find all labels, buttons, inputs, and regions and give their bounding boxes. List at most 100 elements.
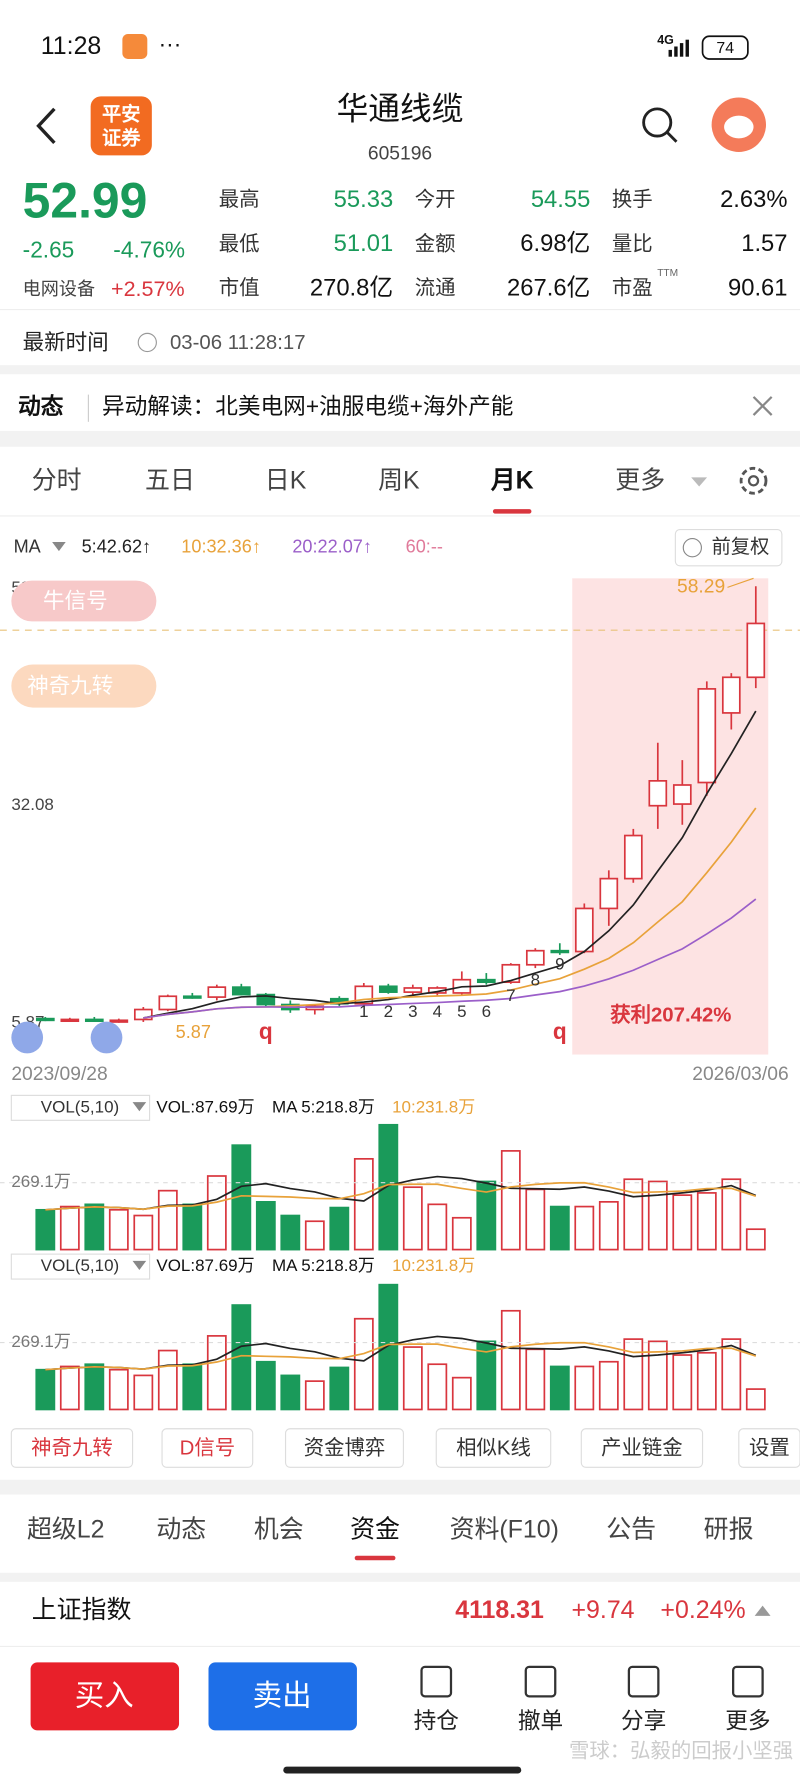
vol-ma5: MA 5:218.8万 [272,1256,375,1275]
volume-bar [623,1338,644,1411]
volume-bar [182,1203,203,1251]
candle-body [109,1019,129,1023]
action-label[interactable]: 撤单 [518,1707,563,1733]
update-time: 03-06 11:28:17 [170,332,306,354]
dropdown [132,1102,147,1112]
candle-body [746,622,766,679]
profit-zone [572,578,769,1055]
volume-bar [647,1340,668,1411]
volume-bar [59,1205,80,1251]
nav-button[interactable] [90,1021,123,1054]
section-tab[interactable]: 超级L2 [27,1515,105,1543]
ma-name: MA [14,536,42,556]
logo-text: 平安 [102,103,141,126]
tool-button[interactable] [738,1428,800,1468]
candle-body [672,784,692,805]
tool-button[interactable] [161,1428,254,1468]
stat-label: 最高 [219,188,260,211]
app-icon [122,34,148,59]
nav-button[interactable] [11,1021,44,1054]
candle-body [84,1018,104,1023]
stat-value: 54.55 [531,186,591,213]
network: 4G [657,33,674,47]
stat-value: 51.01 [334,230,394,257]
section-tab[interactable]: 公告 [606,1515,656,1543]
ma-line [143,898,757,1019]
tab[interactable]: 更多 [615,466,665,494]
tool-button[interactable] [284,1428,404,1468]
tool-label: 神奇九转 [31,1437,113,1460]
tool-button[interactable] [580,1428,704,1468]
vol-value: VOL:87.69万 [156,1256,254,1275]
action-icon [732,1665,764,1698]
volume-bar [451,1216,472,1251]
candle-body [648,780,668,807]
action-label[interactable]: 持仓 [414,1707,459,1733]
volume-bar [35,1368,56,1411]
volume-bar [647,1180,668,1251]
tab[interactable]: 周K [378,466,420,494]
sell-label: 卖出 [253,1679,312,1712]
volume-bar [304,1220,325,1251]
settings-icon[interactable] [739,466,768,495]
tool-button[interactable] [10,1428,134,1468]
tab[interactable]: 分时 [32,466,82,494]
expand[interactable] [754,1605,771,1616]
vol-selector[interactable] [10,1253,151,1280]
signal-button[interactable] [11,664,157,708]
volume-bar [255,1201,276,1251]
stat-label: 换手 [612,188,653,211]
search-button[interactable] [642,107,678,143]
count-label: 3 [408,1002,417,1021]
volume-bar [329,1206,350,1251]
section-tab[interactable]: 研报 [704,1515,754,1543]
section-tab[interactable]: 资料(F10) [450,1515,559,1543]
dropdown [52,542,66,552]
adjust-button[interactable] [674,528,783,567]
buy-button[interactable] [30,1662,180,1731]
back-button[interactable] [36,107,56,145]
news-text[interactable]: 异动解读：北美电网+油服电缆+海外产能 [102,393,513,419]
sector-pct: +2.57% [111,277,185,301]
tab[interactable]: 日K [265,466,307,494]
action-label[interactable]: 更多 [725,1707,770,1733]
volume-bar [574,1205,595,1251]
signal-button[interactable] [11,580,157,622]
volume-bar [696,1192,717,1251]
sell-button[interactable] [208,1662,357,1731]
stat-label: 今开 [415,188,456,211]
vol-ma5: MA 5:218.8万 [272,1097,375,1116]
tab[interactable]: 五日 [145,466,195,494]
close-news[interactable] [752,396,773,416]
action-label[interactable]: 分享 [621,1707,666,1733]
low-label: 5.87 [176,1022,211,1042]
stock-code: 605196 [368,143,432,164]
volume-bar [84,1203,105,1251]
candle-body [133,1008,153,1021]
index-value: 4118.31 [455,1596,544,1624]
count-label: 2 [384,1002,393,1021]
info-icon[interactable] [137,332,157,353]
start-date: 2023/09/28 [11,1064,107,1085]
info-icon [682,538,702,558]
y-tick-label: 32.08 [11,795,54,814]
ma-label: 60:-- [406,536,443,556]
count-label: 4 [433,1002,442,1021]
section-tab[interactable]: 动态 [156,1515,206,1543]
vol-ma-line [45,1181,757,1211]
volume-bar [133,1214,154,1251]
candle-body [158,995,178,1011]
section-tab[interactable]: 资金 [350,1515,400,1543]
signal-label: 神奇九转 [27,674,113,698]
candle-body [697,688,717,784]
tool-button[interactable] [435,1428,552,1468]
volume-bar [133,1374,154,1411]
vol-selector[interactable] [10,1094,151,1121]
volume-bar [84,1363,105,1411]
volume-bar [549,1365,570,1411]
volume-bar [280,1374,301,1411]
volume-bar [598,1360,619,1411]
section-tab[interactable]: 机会 [254,1515,304,1543]
vol-tick-label: 269.1万 [11,1332,71,1351]
tab[interactable]: 月K [490,466,534,494]
